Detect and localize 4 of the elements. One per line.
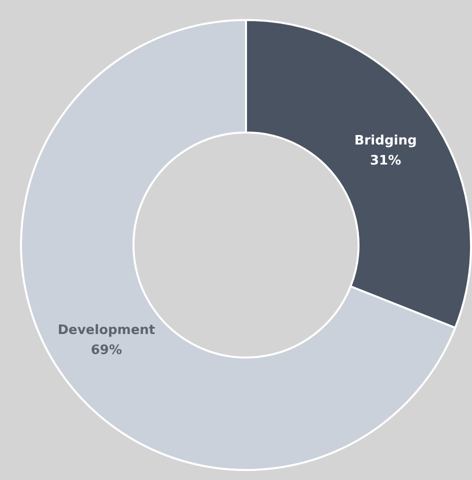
data-label: 69%	[90, 343, 122, 358]
slice-label: Development	[58, 323, 156, 338]
data-label: 31%	[370, 154, 402, 169]
slice-label: Bridging	[354, 134, 417, 149]
